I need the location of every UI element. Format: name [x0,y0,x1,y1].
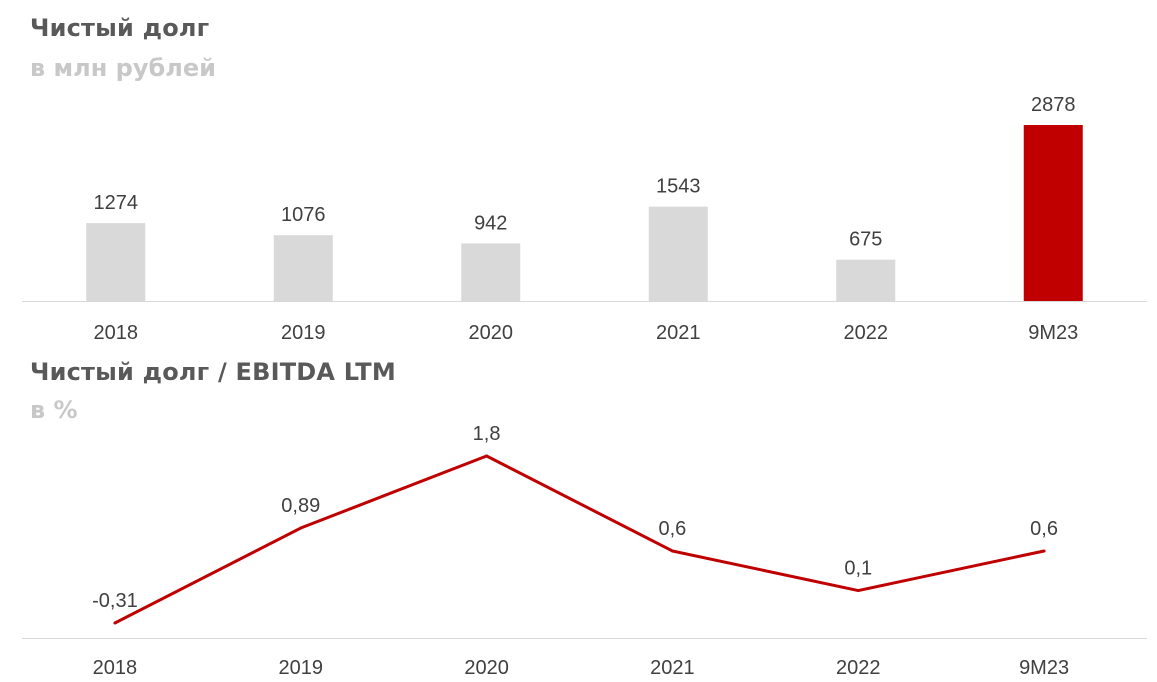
bar-chart-plot: 1274 2018 1076 2019 942 2020 1543 2021 675 2022 28… [22,94,1147,344]
x-tick-label: 2020 [464,657,509,679]
x-tick-label: 2018 [93,657,138,679]
data-label: 1543 [656,176,701,198]
bar [461,243,521,301]
data-label: 2878 [1031,94,1076,116]
data-label: 0,6 [1030,518,1058,540]
x-tick-label: 2022 [844,322,889,344]
data-label: 1,8 [473,423,501,445]
bar [86,223,146,301]
bar [836,259,896,301]
data-point [113,621,117,625]
bar [1023,125,1083,301]
data-point [1042,549,1046,553]
data-label: 1274 [94,192,139,214]
data-label: 0,1 [844,558,872,580]
data-point [299,526,303,530]
x-tick-label: 2021 [656,322,701,344]
line-chart-plot: -0,31 2018 0,89 2019 1,8 2020 0,6 2021 0,1 2022 0,… [22,423,1147,679]
net-debt-chart: Чистый долг в млн рублей 1274 2018 1076 201… [22,14,1147,344]
data-label: 942 [474,212,507,234]
data-point [856,589,860,593]
chart-title: Чистый долг / EBITDA LTM [30,358,396,386]
net-debt-ebitda-chart: Чистый долг / EBITDA LTM в % -0,31 2018 0,… [0,350,1157,682]
x-tick-label: 2019 [281,322,326,344]
data-label: 1076 [281,204,326,226]
x-tick-label: 2022 [836,657,881,679]
data-label: 0,89 [281,495,320,517]
chart-subtitle: в млн рублей [30,54,216,82]
bar [648,206,708,301]
x-tick-label: 2018 [94,322,139,344]
data-label: -0,31 [92,590,138,612]
x-tick-label: 9M23 [1019,657,1069,679]
chart-title: Чистый долг [30,14,210,42]
x-tick-label: 2021 [650,657,695,679]
x-tick-label: 9M23 [1028,322,1078,344]
data-point [485,454,489,458]
x-tick-label: 2019 [279,657,324,679]
data-label: 675 [849,229,882,251]
data-label: 0,6 [659,518,687,540]
x-tick-label: 2020 [469,322,514,344]
chart-subtitle: в % [30,396,78,424]
bar [273,235,333,301]
series-line [114,454,1045,625]
data-point [670,549,674,553]
